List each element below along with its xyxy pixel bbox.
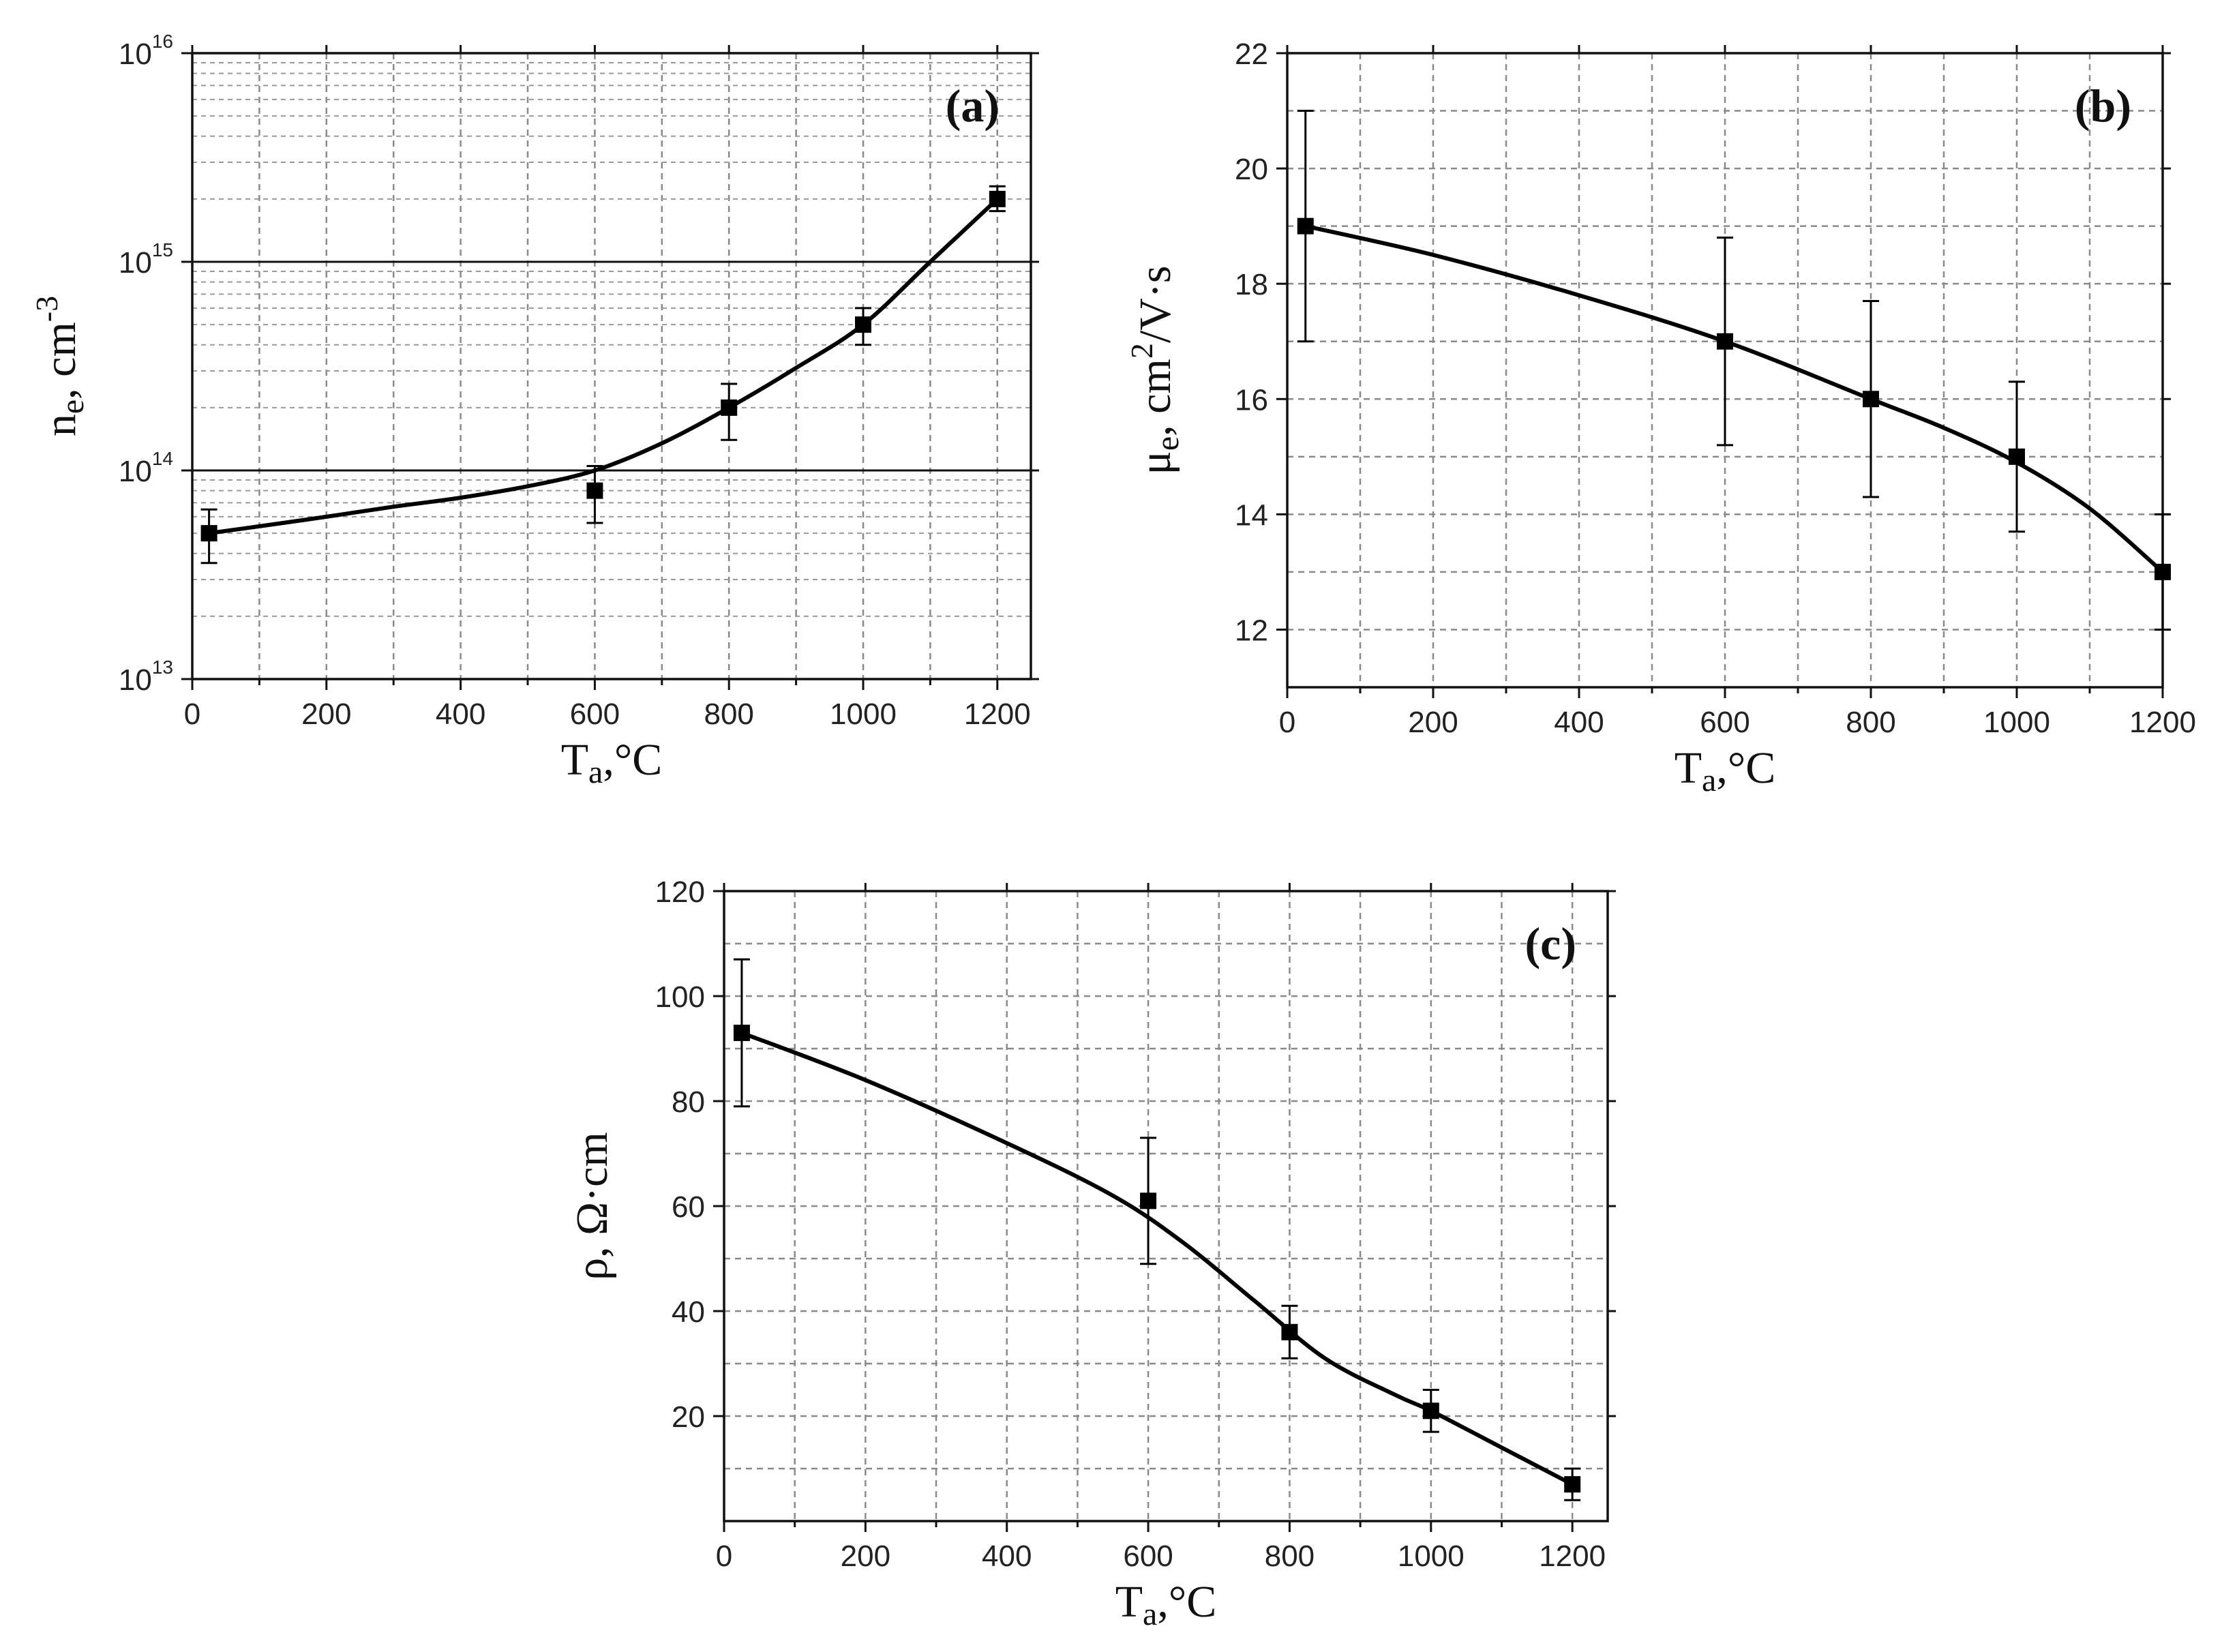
- y-tick-label: 1016: [119, 31, 173, 71]
- data-point: [1422, 1402, 1439, 1420]
- y-tick-label: 1013: [119, 657, 173, 697]
- data-point: [200, 525, 217, 542]
- y-tick-label: 22: [1235, 37, 1268, 71]
- y-axis-title: μe, cm2/V·s: [1124, 265, 1186, 475]
- y-axis-title: ρ, Ω·cm: [567, 1132, 617, 1280]
- x-tick-label: 0: [1279, 706, 1295, 739]
- y-tick-label: 80: [672, 1085, 705, 1119]
- x-tick-label: 200: [841, 1540, 890, 1573]
- data-point: [1717, 333, 1733, 350]
- x-tick-label: 1000: [830, 697, 897, 731]
- x-tick-label: 0: [184, 697, 200, 731]
- x-tick-label: 1200: [1539, 1540, 1606, 1573]
- data-point: [721, 399, 738, 416]
- data-point: [855, 316, 871, 333]
- data-point: [1281, 1323, 1298, 1340]
- panel-c-chart: 0 200 400 600 800 1000 1200 20 40 60 80 100 120 (c) Ta…: [567, 875, 1616, 1632]
- data-point: [2155, 563, 2171, 580]
- data-point: [2009, 448, 2025, 465]
- fit-curve: [1305, 224, 2164, 574]
- x-tick-label: 1000: [1983, 706, 2050, 739]
- y-tick-label: 20: [672, 1400, 705, 1434]
- x-tick-label: 1200: [964, 697, 1031, 731]
- data-point: [1297, 217, 1314, 235]
- y-tick-label: 1015: [119, 239, 173, 280]
- x-tick-label: 1000: [1398, 1540, 1465, 1573]
- plot-frame: [191, 52, 1032, 680]
- panel-b-chart: 0 200 400 600 800 1000 1200 12 14 16 18 20 22 (b) Ta,°…: [1124, 37, 2196, 798]
- y-tick-label: 14: [1235, 498, 1268, 532]
- x-tick-label: 400: [436, 697, 485, 731]
- x-tick-label: 0: [716, 1540, 732, 1573]
- data-point: [733, 1024, 750, 1041]
- x-axis-title: Ta,°C: [561, 735, 663, 790]
- x-tick-label: 800: [1846, 706, 1895, 739]
- x-tick-label: 400: [1554, 706, 1604, 739]
- y-tick-label: 100: [655, 980, 705, 1014]
- y-tick-label: 120: [655, 875, 705, 909]
- y-tick-label: 60: [672, 1190, 705, 1224]
- panel-a-chart: 0 200 400 600 800 1000 1200 1013 1014 1015 1016 (a)…: [29, 31, 1039, 790]
- y-axis-title: ne, cm-3: [29, 296, 91, 436]
- y-tick-label: 20: [1235, 153, 1268, 186]
- x-tick-label: 800: [1265, 1540, 1315, 1573]
- panel-label: (b): [2075, 80, 2131, 132]
- x-axis-title: Ta,°C: [1115, 1577, 1217, 1632]
- data-point: [989, 190, 1006, 207]
- data-point: [586, 482, 603, 499]
- x-tick-label: 800: [704, 697, 753, 731]
- x-tick-label: 1200: [2129, 706, 2196, 739]
- data-point: [1564, 1476, 1581, 1493]
- panel-label: (c): [1525, 918, 1576, 970]
- panel-label: (a): [946, 80, 1000, 132]
- x-tick-label: 600: [1123, 1540, 1173, 1573]
- fit-curve: [209, 197, 999, 536]
- y-tick-label: 12: [1235, 614, 1268, 647]
- data-point: [1140, 1192, 1157, 1210]
- data-point: [1863, 391, 1879, 408]
- y-tick-label: 16: [1235, 383, 1268, 417]
- x-axis-title: Ta,°C: [1675, 743, 1776, 798]
- x-tick-label: 200: [1408, 706, 1458, 739]
- x-tick-label: 400: [982, 1540, 1032, 1573]
- x-tick-label: 200: [301, 697, 351, 731]
- y-tick-label: 1014: [119, 448, 173, 488]
- x-tick-label: 600: [570, 697, 620, 731]
- y-tick-label: 18: [1235, 268, 1268, 301]
- y-tick-label: 40: [672, 1295, 705, 1329]
- x-tick-label: 600: [1700, 706, 1750, 739]
